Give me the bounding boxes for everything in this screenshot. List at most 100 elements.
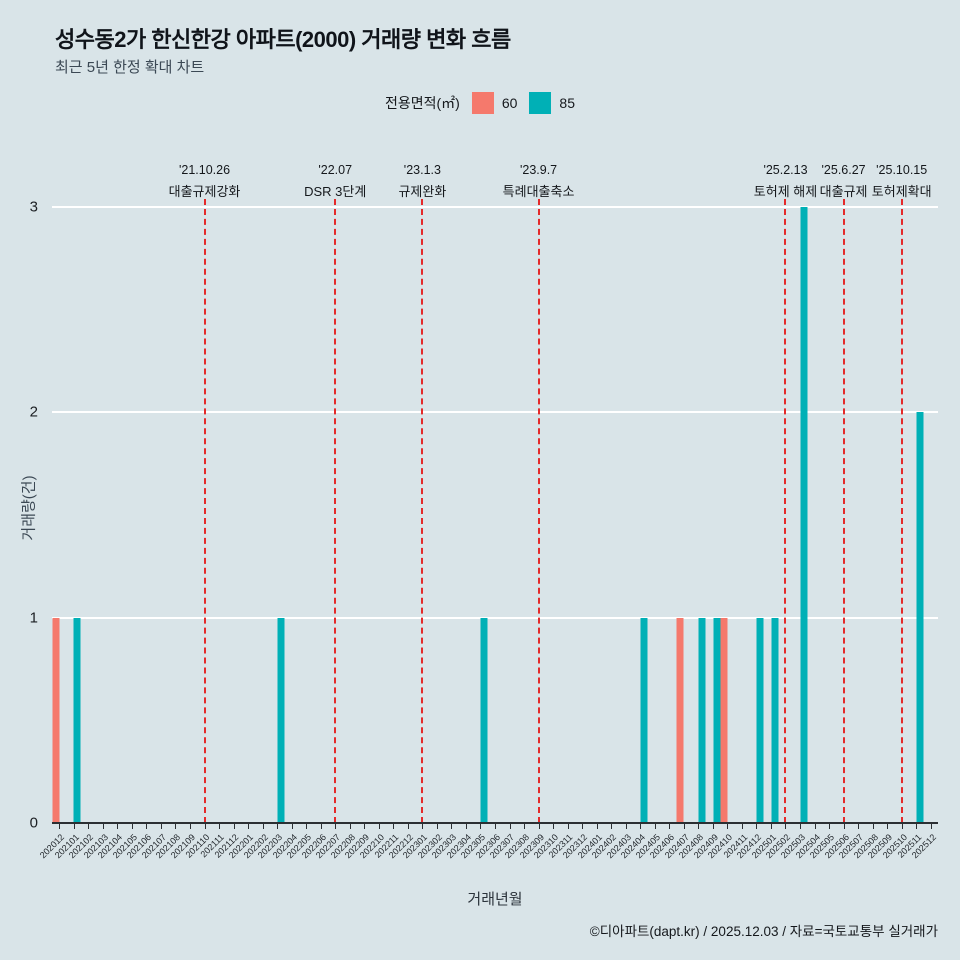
event-date-4: '23.9.7 — [519, 163, 558, 177]
x-tick-mark — [465, 824, 467, 829]
chart-title: 성수동2가 한신한강 아파트(2000) 거래량 변화 흐름 — [55, 27, 511, 52]
x-tick-mark — [712, 824, 714, 829]
x-tick-mark — [654, 824, 656, 829]
bar-85-202412 — [756, 617, 764, 823]
x-tick-mark — [538, 824, 540, 829]
bar-60-202012 — [52, 617, 60, 823]
x-tick-mark — [204, 824, 206, 829]
x-tick-mark — [872, 824, 874, 829]
x-tick-mark — [393, 824, 395, 829]
x-tick-mark — [131, 824, 133, 829]
x-axis-title: 거래년월 — [467, 891, 523, 908]
x-tick-mark — [306, 824, 308, 829]
event-line-4 — [537, 199, 540, 823]
x-tick-mark — [669, 824, 671, 829]
event-line-3 — [421, 199, 424, 823]
x-tick-mark — [451, 824, 453, 829]
x-tick-mark — [509, 824, 511, 829]
x-tick-mark — [495, 824, 496, 829]
x-tick-mark — [349, 824, 351, 829]
x-tick-mark — [335, 824, 337, 829]
x-tick-mark — [73, 824, 75, 829]
x-tick-mark — [146, 824, 148, 829]
x-tick-mark — [277, 824, 279, 829]
x-tick-mark — [683, 824, 685, 829]
plot-area: 0 1 2 3 202012 202101 202102 202103 202104 202105… — [30, 163, 938, 860]
y-tick-label: 0 — [29, 814, 38, 832]
x-tick-mark — [480, 824, 482, 829]
legend-item-60: 60 — [501, 95, 518, 111]
event-label-3: 규제완화 — [398, 184, 447, 199]
legend-swatch-85 — [529, 92, 552, 114]
bar-85-202408 — [698, 617, 706, 823]
x-tick-mark — [887, 824, 889, 829]
x-tick-mark — [698, 824, 700, 829]
x-tick-mark — [88, 824, 90, 829]
event-line-7 — [900, 199, 903, 823]
bar-60-202410 — [720, 617, 728, 823]
event-label-4: 특례대출축소 — [502, 184, 575, 199]
event-label-7: 토허제확대 — [871, 184, 932, 199]
x-tick-mark — [59, 824, 61, 829]
bar-85-202203 — [277, 617, 285, 823]
bar-85-202404 — [640, 617, 648, 823]
x-tick-mark — [800, 824, 802, 829]
footer-credit: ©디아파트(dapt.kr) / 2025.12.03 / 자료=국토교통부 실… — [589, 924, 938, 939]
x-tick-mark — [291, 824, 293, 829]
x-tick-mark — [843, 824, 845, 829]
x-tick-mark — [553, 824, 555, 829]
x-tick-mark — [364, 824, 366, 829]
gridline-y1 — [52, 616, 938, 619]
legend-item-85: 85 — [559, 95, 576, 111]
event-date-1: '21.10.26 — [178, 163, 231, 177]
x-tick-mark — [262, 824, 264, 829]
y-tick-label: 3 — [29, 198, 38, 216]
x-tick-mark — [175, 824, 177, 829]
bar-85-202511 — [916, 412, 924, 823]
x-tick-mark — [160, 824, 162, 829]
event-label-1: 대출규제강화 — [168, 184, 241, 199]
chart-subtitle: 최근 5년 한정 확대 차트 — [55, 59, 205, 76]
y-tick-label: 2 — [29, 403, 38, 421]
x-tick-mark — [567, 824, 569, 829]
x-tick-mark — [640, 824, 642, 829]
x-tick-mark — [582, 824, 584, 829]
event-line-6 — [842, 199, 845, 823]
event-date-5: '25.2.13 — [763, 163, 808, 177]
event-line-1 — [203, 199, 206, 823]
event-date-7: '25.10.15 — [876, 163, 928, 177]
x-tick-mark — [189, 824, 191, 829]
x-tick-mark — [378, 824, 380, 829]
x-tick-mark — [785, 824, 787, 829]
x-tick-mark — [916, 824, 918, 829]
event-line-2 — [334, 199, 337, 823]
x-tick-mark — [625, 824, 627, 829]
legend: 전용면적(㎡) 60 85 — [385, 92, 575, 114]
event-label-6: 대출규제 — [819, 184, 868, 199]
x-tick-mark — [102, 824, 104, 829]
gridline-y2 — [52, 411, 938, 414]
x-tick-mark — [770, 824, 772, 829]
event-date-3: '23.1.3 — [403, 163, 441, 177]
x-tick-mark — [422, 824, 424, 829]
y-tick-label: 1 — [29, 609, 38, 627]
x-tick-mark — [219, 824, 221, 829]
bar-85-202409 — [713, 617, 720, 823]
x-tick-mark — [901, 824, 903, 829]
x-tick-mark — [436, 824, 438, 829]
event-label-5: 토허제 해제 — [753, 184, 818, 199]
x-tick-mark — [524, 824, 526, 829]
x-tick-mark — [233, 824, 235, 829]
x-tick-mark — [407, 824, 409, 829]
x-tick-mark — [829, 824, 831, 829]
gridline-y3 — [52, 206, 938, 208]
bar-85-202101 — [73, 617, 81, 823]
x-tick-mark — [320, 824, 322, 829]
x-tick-mark — [117, 824, 119, 829]
bar-85-202305 — [480, 617, 488, 823]
x-tick-mark — [596, 824, 598, 829]
x-tick-mark — [930, 824, 932, 829]
event-line-5 — [784, 199, 787, 823]
legend-swatch-60 — [471, 92, 494, 114]
